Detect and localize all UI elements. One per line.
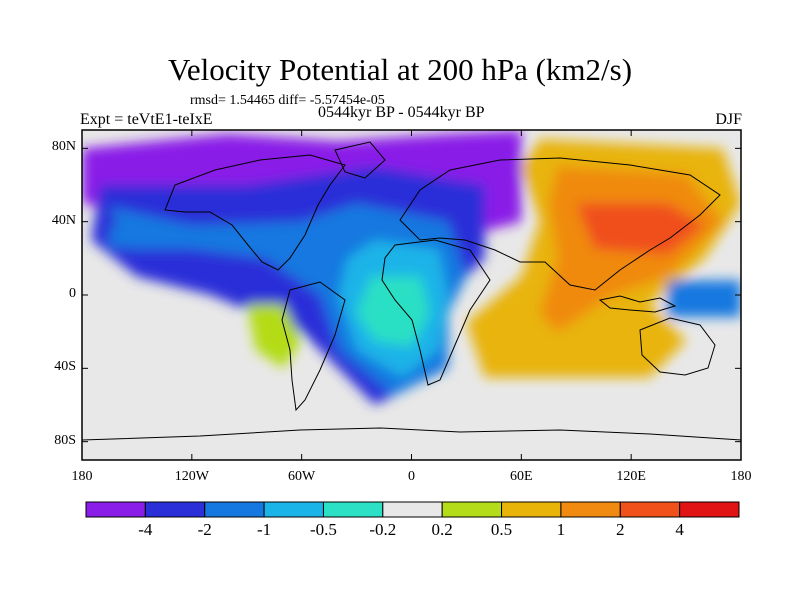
colorbar-label: -1 bbox=[256, 520, 272, 539]
coast-africa bbox=[381, 239, 491, 386]
coastlines bbox=[82, 141, 741, 441]
x-tick-label: 0 bbox=[408, 469, 415, 484]
field-region-7 bbox=[576, 203, 705, 255]
colorbar-label: -0.5 bbox=[309, 520, 337, 539]
coast-eurasia bbox=[399, 157, 721, 291]
coast-australia bbox=[639, 317, 716, 376]
experiment-label: Expt = teVtE1-teIxE bbox=[80, 111, 213, 128]
coast-north-america bbox=[164, 154, 346, 271]
season-label: DJF bbox=[715, 111, 742, 128]
x-tick-label: 180 bbox=[71, 469, 93, 484]
colorbar-label: 2 bbox=[616, 520, 625, 539]
coast-south-america bbox=[281, 281, 346, 412]
y-tick-label: 80N bbox=[51, 139, 76, 155]
colorbar-label: 1 bbox=[556, 520, 566, 539]
colorbar-box-8 bbox=[560, 501, 621, 518]
y-tick-label: 80S bbox=[54, 432, 76, 448]
colorbar-box-9 bbox=[619, 501, 681, 518]
y-tick-label: 0 bbox=[69, 286, 76, 301]
axis-ticks bbox=[81, 130, 742, 460]
colorbar-label: -0.2 bbox=[369, 520, 397, 539]
x-tick-label: 180 bbox=[730, 469, 752, 484]
chart-title: Velocity Potential at 200 hPa (km2/s) bbox=[167, 52, 633, 87]
coast-maritime-continent bbox=[598, 295, 677, 313]
colorbar-box-0 bbox=[85, 501, 146, 518]
colorbar-box-6 bbox=[441, 501, 503, 518]
x-tick-label: 120E bbox=[616, 469, 646, 484]
coast-antarctica bbox=[82, 427, 741, 441]
colorbar-label: 4 bbox=[675, 520, 684, 539]
field-region-4 bbox=[356, 276, 430, 347]
x-tick-label: 60W bbox=[288, 469, 316, 484]
field-region-10 bbox=[109, 227, 156, 248]
coast-greenland bbox=[334, 141, 386, 179]
colorbar-box-10 bbox=[679, 501, 740, 518]
colorbar-box-2 bbox=[204, 501, 265, 518]
y-tick-label: 40S bbox=[54, 359, 76, 375]
colorbar-label: 0.2 bbox=[431, 520, 453, 539]
field-region-9 bbox=[667, 280, 741, 317]
colorbar-label: 0.5 bbox=[490, 520, 513, 539]
colorbar-label: -2 bbox=[197, 520, 212, 539]
colorbar-box-4 bbox=[322, 501, 384, 518]
colorbar-box-7 bbox=[501, 501, 562, 518]
colorbar-box-5 bbox=[382, 501, 443, 518]
y-tick-label: 40N bbox=[51, 212, 76, 228]
x-tick-label: 120W bbox=[174, 469, 209, 484]
colorbar-box-1 bbox=[144, 501, 206, 518]
colorbar bbox=[85, 501, 740, 518]
colorbar-label: -4 bbox=[138, 520, 153, 539]
field-region-8 bbox=[246, 304, 302, 369]
period-label: 0544kyr BP - 0544kyr BP bbox=[318, 104, 485, 121]
stats-line: rmsd= 1.54465 diff= -5.57454e-05 bbox=[190, 93, 385, 108]
colorbar-box-3 bbox=[263, 501, 324, 518]
velocity-potential-field bbox=[82, 130, 741, 460]
x-tick-label: 60E bbox=[510, 469, 533, 484]
